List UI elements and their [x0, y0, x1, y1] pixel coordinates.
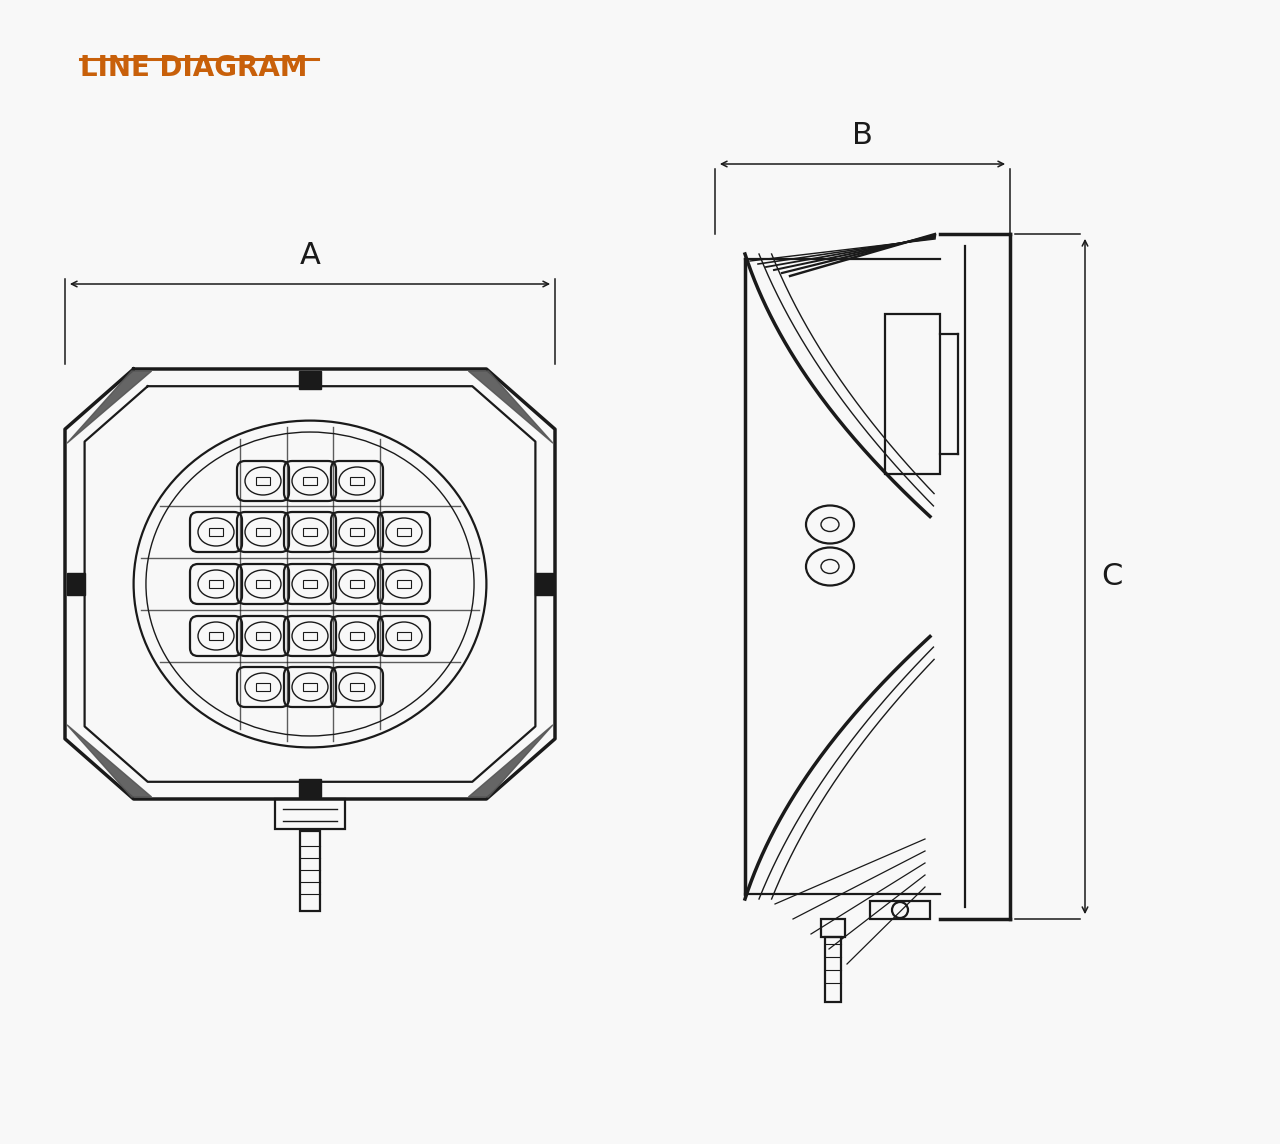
Bar	[303, 529, 317, 537]
Bar	[256, 683, 270, 691]
Bar	[256, 477, 270, 485]
Bar	[820, 919, 845, 937]
Bar	[349, 580, 364, 588]
Bar	[884, 313, 940, 474]
Bar	[303, 631, 317, 639]
Text: B: B	[852, 121, 873, 150]
Bar	[256, 580, 270, 588]
Bar	[870, 901, 931, 919]
Bar	[275, 799, 346, 829]
Polygon shape	[468, 725, 553, 797]
Bar	[397, 529, 411, 537]
Bar	[535, 573, 553, 595]
Polygon shape	[67, 371, 151, 443]
Bar	[300, 779, 321, 797]
Bar	[349, 477, 364, 485]
Bar	[303, 477, 317, 485]
Text: LINE DIAGRAM: LINE DIAGRAM	[79, 54, 307, 82]
Bar	[824, 937, 841, 1002]
Bar	[300, 371, 321, 389]
Bar	[67, 573, 84, 595]
Bar	[256, 529, 270, 537]
Bar	[349, 529, 364, 537]
Text: A: A	[300, 241, 320, 270]
Polygon shape	[67, 725, 151, 797]
Text: C: C	[1101, 562, 1123, 591]
Polygon shape	[468, 371, 553, 443]
Bar	[397, 580, 411, 588]
Bar	[349, 683, 364, 691]
Bar	[397, 631, 411, 639]
Bar	[209, 529, 223, 537]
Bar	[303, 683, 317, 691]
Bar	[300, 831, 320, 911]
Bar	[209, 580, 223, 588]
Bar	[209, 631, 223, 639]
Bar	[303, 580, 317, 588]
Bar	[256, 631, 270, 639]
Bar	[349, 631, 364, 639]
